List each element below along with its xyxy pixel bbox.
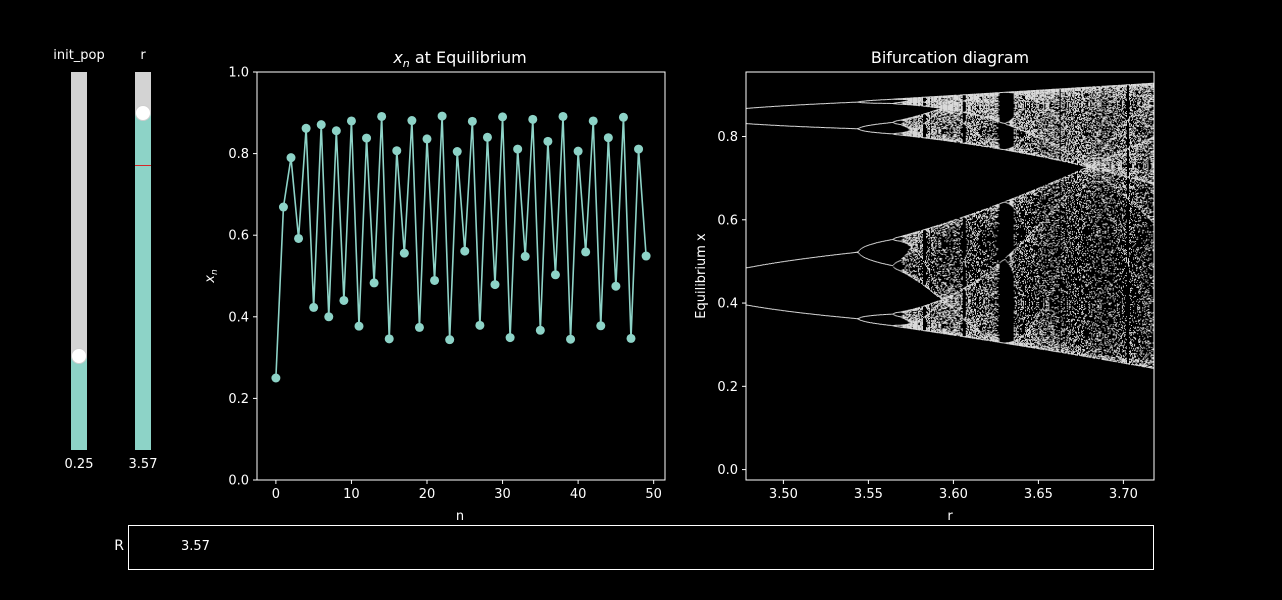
init-pop-slider-fill (71, 355, 87, 450)
chart1-data-point (634, 144, 644, 154)
chart1-data-point (430, 275, 440, 285)
chart1-data-point (369, 278, 379, 288)
chart1-data-point (482, 132, 492, 142)
r-slider-fill (135, 112, 151, 450)
chart1-data-point (414, 322, 424, 332)
chart1-data-point (490, 280, 500, 290)
chart1-data-point (346, 116, 356, 126)
chart2-ytick-label: 0.6 (717, 213, 738, 228)
chart1-data-point (331, 126, 341, 136)
chart2-xtick-label: 3.70 (1109, 487, 1138, 502)
chart1-data-point (520, 251, 530, 261)
r-textbox[interactable]: 3.57 (128, 525, 1154, 570)
chart1-data-point (596, 321, 606, 331)
r-slider-track[interactable] (134, 72, 151, 450)
chart1-series-line (275, 116, 647, 379)
chart1-data-point (513, 144, 523, 154)
chart2-title: Bifurcation diagram (871, 48, 1029, 67)
chart1-data-point (460, 246, 470, 256)
chart2-ytick-label: 0.8 (717, 130, 738, 145)
chart1-xlabel: n (456, 509, 464, 524)
chart1-xtick-label: 40 (570, 487, 587, 502)
chart1-data-point (566, 334, 576, 344)
chart2-ytick-label: 0.2 (717, 380, 738, 395)
chart1-ytick-label: 0.6 (228, 229, 249, 244)
chart1-data-point (392, 146, 402, 156)
chart1-data-point (618, 112, 628, 122)
chart1-ytick-label: 0.4 (228, 310, 249, 325)
chart1-ytick-label: 0.8 (228, 147, 249, 162)
chart1-data-point (324, 312, 334, 322)
chart2-scatter-points (746, 82, 1155, 370)
chart1-data-point (573, 146, 583, 156)
equilibrium-line-chart: xn at Equilibrium 0 10 20 30 40 50 0.0 0.2 0.4 0.… (203, 48, 666, 524)
chart1-data-point (543, 136, 553, 146)
chart1-data-point (301, 123, 311, 133)
chart1-frame (256, 71, 666, 481)
chart1-data-point (316, 120, 326, 130)
chart1-data-point (475, 320, 485, 330)
chart1-data-point (641, 251, 651, 261)
chart1-data-point (528, 114, 538, 124)
bifurcation-scatter-chart: Bifurcation diagram 3.50 3.55 3.60 3.65 3.70… (694, 48, 1155, 524)
chart1-data-point (467, 116, 477, 126)
chart1-data-point (581, 247, 591, 257)
chart1-data-point (437, 111, 447, 121)
chart1-data-point (399, 248, 409, 258)
r-slider-value: 3.57 (128, 457, 158, 472)
chart1-data-point (558, 111, 568, 121)
chart1-xtick-label: 10 (343, 487, 360, 502)
chart1-data-point (452, 147, 462, 157)
chart1-data-point (603, 133, 613, 143)
chart1-data-point (294, 233, 304, 243)
chart1-title: xn at Equilibrium (392, 48, 526, 70)
chart1-data-point (505, 333, 515, 343)
chart2-xtick-label: 3.50 (769, 487, 798, 502)
init-pop-slider-track[interactable] (70, 72, 87, 450)
chart1-data-point (407, 116, 417, 126)
chart1-xtick-label: 30 (494, 487, 511, 502)
chart1-ylabel: xn (203, 269, 220, 284)
r-slider-handle[interactable] (134, 104, 151, 121)
chart1-data-point (377, 111, 387, 121)
r-textbox-label: R (114, 538, 124, 554)
chart1-data-point (535, 325, 545, 335)
chart2-xtick-label: 3.60 (939, 487, 968, 502)
chart2-ytick-label: 0.0 (717, 463, 738, 478)
init-pop-slider-label: init_pop (53, 48, 105, 63)
r-slider-label: r (140, 48, 146, 63)
chart1-xtick-label: 50 (645, 487, 662, 502)
chart1-data-point (286, 153, 296, 163)
chart1-data-point (588, 116, 598, 126)
chart1-data-point (362, 133, 372, 143)
chart1-data-point (445, 335, 455, 345)
chart1-ytick-label: 0.2 (228, 392, 249, 407)
chart1-data-point (339, 295, 349, 305)
chart1-data-point (309, 302, 319, 312)
chart2-ylabel: Equilibrium x (694, 233, 709, 319)
chart1-data-point (498, 112, 508, 122)
chart1-xtick-label: 20 (419, 487, 436, 502)
chart1-data-point (384, 334, 394, 344)
r-textbox-value[interactable]: 3.57 (181, 539, 210, 554)
init-pop-slider-value: 0.25 (64, 457, 94, 472)
chart2-ytick-label: 0.4 (717, 297, 738, 312)
chart1-data-point (611, 281, 621, 291)
chart1-data-point (271, 373, 281, 383)
chart1-xtick-label: 0 (272, 487, 280, 502)
chart1-data-point (422, 134, 432, 144)
chart2-xtick-label: 3.55 (854, 487, 883, 502)
init-pop-slider-handle[interactable] (70, 348, 87, 364)
chart1-ytick-label: 1.0 (228, 66, 249, 81)
chart1-data-point (354, 321, 364, 331)
chart2-xlabel: r (947, 509, 953, 524)
chart2-xtick-label: 3.65 (1024, 487, 1053, 502)
chart2-frame (745, 71, 1155, 481)
chart1-data-point (626, 333, 636, 343)
chart1-ytick-label: 0.0 (228, 474, 249, 489)
chart1-data-point (278, 202, 288, 212)
chart1-data-point (550, 270, 560, 280)
r-slider-initial-marker (135, 164, 151, 166)
